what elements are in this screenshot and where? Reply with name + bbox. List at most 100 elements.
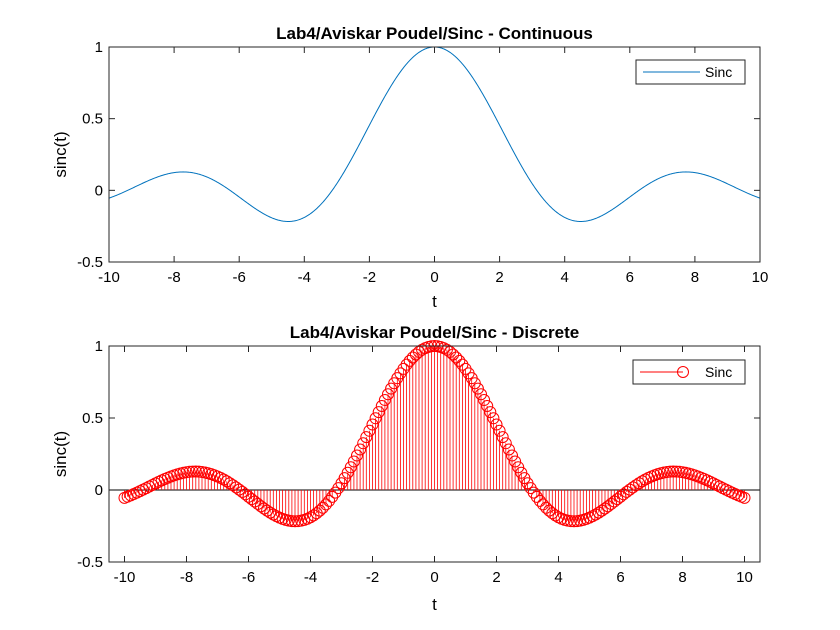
x-ticks: -10 -8 -6 -4 -2 0 2 4 6 8 10 (114, 346, 753, 586)
y-tick-label: 1 (95, 338, 103, 355)
legend-marker (677, 366, 689, 378)
x-tick-label: 2 (495, 269, 503, 286)
series-marks (109, 340, 760, 528)
stem-marker (487, 412, 500, 425)
stem-marker (568, 515, 580, 528)
stem-marker (564, 515, 577, 528)
stem-marker (403, 354, 416, 367)
stem-marker (289, 515, 301, 528)
stem-marker (589, 508, 602, 521)
x-tick-label: 2 (492, 569, 500, 586)
stem-marker (608, 495, 621, 508)
stem-marker (227, 479, 239, 492)
stem-marker (369, 412, 382, 425)
stem-marker (475, 388, 487, 401)
x-tick-label: -2 (366, 569, 379, 586)
y-tick-label: 0.5 (82, 111, 103, 128)
stem-marker (354, 443, 367, 456)
stem-marker (248, 495, 261, 508)
stem-marker (382, 388, 394, 401)
legend-label: Sinc (705, 64, 732, 80)
x-tick-label: 10 (752, 269, 769, 286)
stem-marker (400, 358, 413, 371)
stem-marker (484, 406, 497, 419)
stem-marker (453, 354, 466, 367)
stem-marker (351, 449, 363, 462)
stem-marker (360, 431, 373, 444)
y-axis-label: sinc(t) (51, 131, 70, 177)
continuous-plot: Lab4/Aviskar Poudel/Sinc - Continuous -0… (51, 24, 768, 311)
stem-marker (372, 406, 385, 419)
x-tick-label: -8 (180, 569, 193, 586)
stem-marker (630, 479, 642, 492)
y-tick-label: -0.5 (77, 554, 103, 571)
stem-marker (478, 394, 491, 407)
stem-marker (499, 437, 512, 450)
stem-marker (527, 486, 540, 499)
stem-marker (375, 400, 388, 413)
stem-marker (493, 424, 506, 437)
stem-marker (239, 488, 252, 501)
stem-marker (546, 507, 559, 520)
x-tick-label: 8 (691, 269, 699, 286)
stem-marker (626, 481, 639, 494)
stem-marker (192, 465, 205, 478)
stem-marker (611, 493, 624, 506)
stem-marker (502, 443, 515, 456)
y-tick-label: -0.5 (77, 254, 103, 271)
stem-marker (378, 394, 391, 407)
stem-marker (189, 465, 202, 478)
stem-marker (186, 465, 199, 478)
stem-marker (397, 362, 410, 375)
x-tick-label: -10 (98, 269, 120, 286)
stem-marker (254, 500, 267, 513)
stem-marker (599, 502, 611, 515)
stem-marker (251, 497, 264, 510)
stem-marker (592, 506, 605, 519)
x-tick-label: 6 (626, 269, 634, 286)
y-tick-label: 1 (95, 39, 103, 56)
stem-marker (304, 511, 317, 524)
x-ticks: -10 -8 -6 -4 -2 0 2 4 6 8 10 (98, 47, 768, 286)
stem-marker (661, 465, 673, 478)
stem-marker (223, 477, 236, 490)
x-tick-label: -8 (167, 269, 180, 286)
y-tick-label: 0 (95, 182, 103, 199)
stem-marker (233, 483, 246, 496)
x-tick-label: 4 (561, 269, 569, 286)
stem-marker (366, 418, 379, 431)
stem-marker (456, 358, 469, 371)
stem-marker (326, 490, 339, 503)
stem-marker (738, 491, 751, 504)
stem-marker (236, 485, 249, 498)
stem-marker (620, 485, 633, 498)
stem-marker (670, 465, 683, 478)
stem-marker (530, 490, 543, 503)
legend: Sinc (632, 359, 746, 385)
x-tick-label: -10 (114, 569, 136, 586)
x-tick-label: 4 (554, 569, 562, 586)
plot-frame (108, 46, 761, 263)
stem-marker (258, 502, 270, 515)
legend-label: Sinc (705, 364, 732, 380)
x-tick-label: -6 (242, 569, 255, 586)
stem-marker (614, 490, 627, 503)
stem-marker (506, 449, 518, 462)
stem-marker (363, 424, 376, 437)
stem-marker (623, 483, 636, 496)
x-tick-label: -2 (363, 269, 376, 286)
x-tick-label: 8 (678, 569, 686, 586)
stem-marker (316, 501, 329, 514)
stem-marker (264, 506, 277, 519)
x-tick-label: 0 (430, 269, 438, 286)
stem-marker (496, 431, 509, 444)
stem-marker (357, 437, 370, 450)
stem-marker (471, 382, 484, 395)
stem-marker (440, 343, 453, 356)
stem-marker (183, 465, 196, 478)
discrete-plot: Lab4/Aviskar Poudel/Sinc - Discrete -0.5… (51, 323, 761, 614)
stem-marker (450, 351, 463, 364)
stem-marker (341, 466, 354, 479)
stem-marker (320, 498, 332, 511)
